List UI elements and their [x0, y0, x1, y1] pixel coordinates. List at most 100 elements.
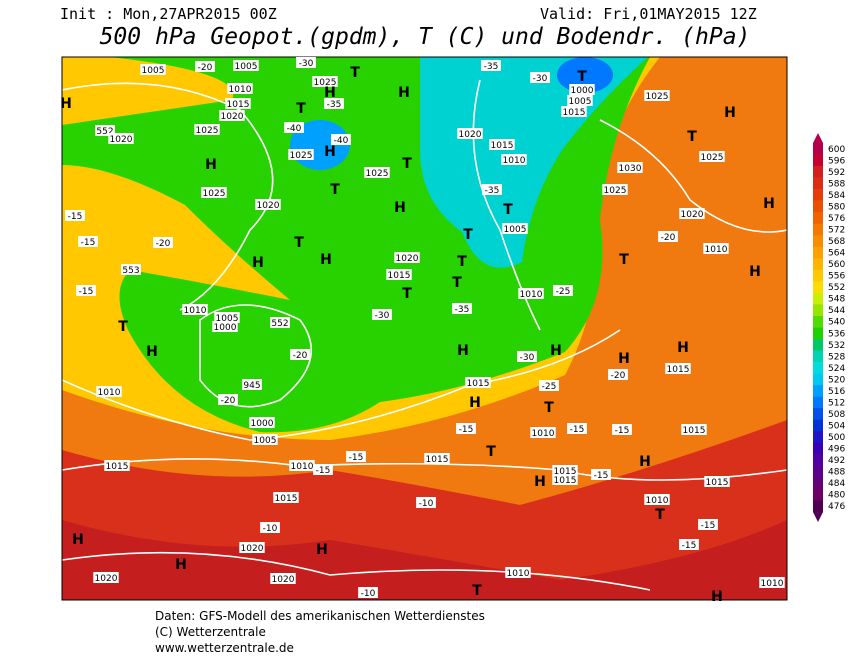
label-box [759, 577, 785, 588]
contour-label: -20 [293, 351, 308, 361]
contour-label: -35 [455, 305, 470, 315]
contour-label: 1015 [426, 455, 449, 465]
colorbar-label: 552 [828, 283, 845, 293]
label-box [96, 386, 122, 397]
label-box [530, 427, 556, 438]
contour-label: 1025 [290, 151, 313, 161]
pressure-center: T [296, 101, 306, 117]
colorbar-cell [813, 327, 823, 340]
map-frame [61, 56, 788, 601]
label-box [313, 464, 333, 475]
contour-label: -15 [316, 466, 331, 476]
colorbar-cell [813, 177, 823, 190]
contour-label: 1020 [272, 575, 295, 585]
colorbar-label: 572 [828, 225, 845, 235]
contour-label: 1015 [554, 467, 577, 477]
label-box [644, 90, 670, 101]
label-box [552, 474, 578, 485]
label-box [569, 84, 595, 95]
contour-label: 1000 [571, 86, 594, 96]
label-box [249, 417, 275, 428]
contour-label: 1015 [467, 379, 490, 389]
label-box [312, 76, 338, 87]
contour-label: 1010 [229, 85, 252, 95]
pressure-center: H [639, 454, 651, 470]
label-box [608, 369, 628, 380]
colorbar-label: 528 [828, 352, 845, 362]
label-box [242, 379, 262, 390]
pressure-center: T [655, 507, 665, 523]
colorbar-cell [813, 500, 823, 513]
label-box [567, 423, 587, 434]
pressure-center: T [687, 129, 697, 145]
contour-label: 552 [96, 127, 113, 137]
footer-line: www.wetterzentrale.de [155, 641, 294, 655]
pressure-center: T [294, 235, 304, 251]
colorbar-label: 580 [828, 202, 845, 212]
pressure-center: T [457, 254, 467, 270]
colorbar-label: 544 [828, 306, 845, 316]
contour-label: 1030 [619, 164, 642, 174]
contour-label: -40 [334, 136, 349, 146]
contour-label: -10 [263, 524, 278, 534]
label-box [602, 184, 628, 195]
pressure-center: H [763, 196, 775, 212]
colorbar-cell [813, 235, 823, 248]
colorbar-cell [813, 223, 823, 236]
colorbar-label: 600 [828, 145, 845, 155]
colorbar-cell [813, 189, 823, 201]
label-box [502, 223, 528, 234]
contour-label: -15 [570, 425, 585, 435]
isobars [62, 79, 787, 591]
map-area [62, 57, 787, 600]
label-box [644, 494, 670, 505]
label-box [703, 243, 729, 254]
colorbar-label: 504 [828, 422, 845, 432]
colorbar-label: 556 [828, 272, 845, 282]
contour-label: -35 [327, 100, 342, 110]
colorbar-label: 516 [828, 387, 845, 397]
colorbar-label: 596 [828, 156, 845, 166]
colorbar-cell [813, 488, 823, 501]
contour-label: 1005 [216, 314, 239, 324]
contour-label: -15 [615, 426, 630, 436]
colorbar-cell [813, 292, 823, 305]
label-box [260, 522, 280, 533]
label-box [679, 208, 705, 219]
label-box [65, 210, 85, 221]
pressure-center: H [724, 105, 736, 121]
contour-label: -20 [221, 396, 236, 406]
colorbar-label: 500 [828, 433, 845, 443]
label-box [212, 321, 238, 332]
label-box [530, 72, 550, 83]
label-box [153, 237, 173, 248]
footer-line: (C) Wetterzentrale [155, 625, 266, 639]
colorbar-label: 520 [828, 375, 845, 385]
bg-cyan [420, 57, 648, 268]
contour-label: 1010 [520, 290, 543, 300]
contour-label: -15 [682, 541, 697, 551]
contour-label: -20 [611, 371, 626, 381]
contour-label: 1005 [504, 225, 527, 235]
label-box [194, 124, 220, 135]
footer-line: Daten: GFS-Modell des amerikanischen Wet… [155, 609, 485, 623]
pressure-center: H [146, 344, 158, 360]
label-box [452, 303, 472, 314]
colorbar-cell [813, 419, 823, 432]
label-box [386, 269, 412, 280]
contour-label: 1025 [646, 92, 669, 102]
label-box [658, 231, 678, 242]
contour-label: -15 [81, 238, 96, 248]
colorbar-label: 576 [828, 214, 845, 224]
colorbar-label: 488 [828, 468, 845, 478]
colorbar-label: 540 [828, 318, 845, 328]
pressure-center: H [316, 542, 328, 558]
contour-label: -35 [484, 62, 499, 72]
label-box [182, 304, 208, 315]
contour-label: 1020 [95, 574, 118, 584]
pressure-center: T [619, 252, 629, 268]
label-box [612, 424, 632, 435]
label-box [214, 312, 240, 323]
label-box [665, 363, 691, 374]
label-box [501, 154, 527, 165]
